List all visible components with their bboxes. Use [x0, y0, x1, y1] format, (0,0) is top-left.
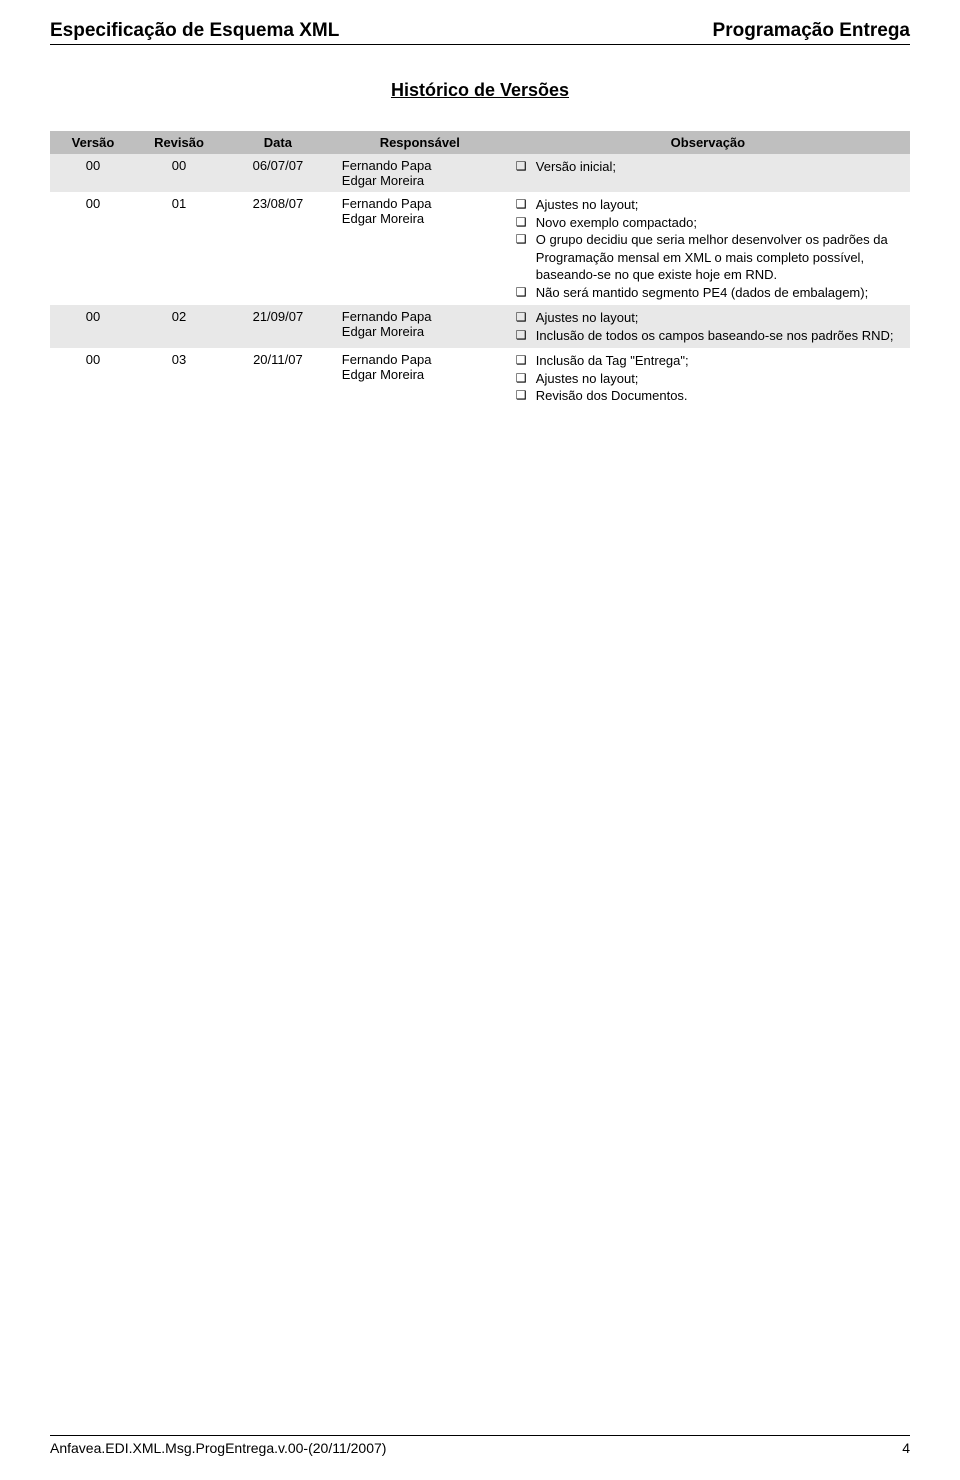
responsavel-name: Edgar Moreira: [342, 324, 500, 339]
cell-revisao: 02: [136, 305, 222, 348]
table-row: 000006/07/07Fernando PapaEdgar MoreiraVe…: [50, 154, 910, 192]
header-right: Programação Entrega: [713, 20, 910, 42]
observacao-item: Novo exemplo compactado;: [512, 214, 904, 232]
cell-data: 20/11/07: [222, 348, 334, 409]
observacao-item: O grupo decidiu que seria melhor desenvo…: [512, 231, 904, 284]
observacao-item: Ajustes no layout;: [512, 309, 904, 327]
col-responsavel-header: Responsável: [334, 131, 506, 154]
cell-revisao: 03: [136, 348, 222, 409]
col-observacao-header: Observação: [506, 131, 910, 154]
observacao-item: Não será mantido segmento PE4 (dados de …: [512, 284, 904, 302]
header-divider: [50, 44, 910, 45]
version-history-table: Versão Revisão Data Responsável Observaç…: [50, 131, 910, 409]
observacao-list: Versão inicial;: [512, 158, 904, 176]
cell-revisao: 01: [136, 192, 222, 305]
observacao-item: Ajustes no layout;: [512, 370, 904, 388]
responsavel-name: Edgar Moreira: [342, 211, 500, 226]
observacao-item: Revisão dos Documentos.: [512, 387, 904, 405]
cell-revisao: 00: [136, 154, 222, 192]
footer-row: Anfavea.EDI.XML.Msg.ProgEntrega.v.00-(20…: [50, 1440, 910, 1456]
cell-responsavel: Fernando PapaEdgar Moreira: [334, 192, 506, 305]
cell-observacao: Inclusão da Tag "Entrega";Ajustes no lay…: [506, 348, 910, 409]
footer-left: Anfavea.EDI.XML.Msg.ProgEntrega.v.00-(20…: [50, 1440, 386, 1456]
responsavel-name: Edgar Moreira: [342, 367, 500, 382]
observacao-list: Ajustes no layout;Inclusão de todos os c…: [512, 309, 904, 344]
col-data-header: Data: [222, 131, 334, 154]
responsavel-name: Fernando Papa: [342, 352, 500, 367]
cell-observacao: Ajustes no layout;Novo exemplo compactad…: [506, 192, 910, 305]
table-row: 000221/09/07Fernando PapaEdgar MoreiraAj…: [50, 305, 910, 348]
table-row: 000320/11/07Fernando PapaEdgar MoreiraIn…: [50, 348, 910, 409]
cell-data: 06/07/07: [222, 154, 334, 192]
cell-versao: 00: [50, 305, 136, 348]
cell-responsavel: Fernando PapaEdgar Moreira: [334, 154, 506, 192]
observacao-item: Inclusão da Tag "Entrega";: [512, 352, 904, 370]
observacao-list: Ajustes no layout;Novo exemplo compactad…: [512, 196, 904, 301]
responsavel-name: Fernando Papa: [342, 158, 500, 173]
cell-data: 21/09/07: [222, 305, 334, 348]
table-header-row: Versão Revisão Data Responsável Observaç…: [50, 131, 910, 154]
cell-data: 23/08/07: [222, 192, 334, 305]
page-content: Especificação de Esquema XML Programação…: [0, 0, 960, 409]
table-row: 000123/08/07Fernando PapaEdgar MoreiraAj…: [50, 192, 910, 305]
footer-page-number: 4: [902, 1440, 910, 1456]
cell-versao: 00: [50, 192, 136, 305]
col-revisao-header: Revisão: [136, 131, 222, 154]
responsavel-name: Edgar Moreira: [342, 173, 500, 188]
cell-observacao: Versão inicial;: [506, 154, 910, 192]
header-left: Especificação de Esquema XML: [50, 20, 339, 42]
responsavel-name: Fernando Papa: [342, 196, 500, 211]
observacao-item: Ajustes no layout;: [512, 196, 904, 214]
cell-observacao: Ajustes no layout;Inclusão de todos os c…: [506, 305, 910, 348]
cell-versao: 00: [50, 348, 136, 409]
observacao-item: Versão inicial;: [512, 158, 904, 176]
responsavel-name: Fernando Papa: [342, 309, 500, 324]
cell-versao: 00: [50, 154, 136, 192]
col-versao-header: Versão: [50, 131, 136, 154]
page-title: Histórico de Versões: [50, 80, 910, 101]
footer-divider: [50, 1435, 910, 1436]
cell-responsavel: Fernando PapaEdgar Moreira: [334, 348, 506, 409]
observacao-list: Inclusão da Tag "Entrega";Ajustes no lay…: [512, 352, 904, 405]
cell-responsavel: Fernando PapaEdgar Moreira: [334, 305, 506, 348]
footer: Anfavea.EDI.XML.Msg.ProgEntrega.v.00-(20…: [50, 1435, 910, 1456]
header-row: Especificação de Esquema XML Programação…: [50, 20, 910, 42]
observacao-item: Inclusão de todos os campos baseando-se …: [512, 327, 904, 345]
